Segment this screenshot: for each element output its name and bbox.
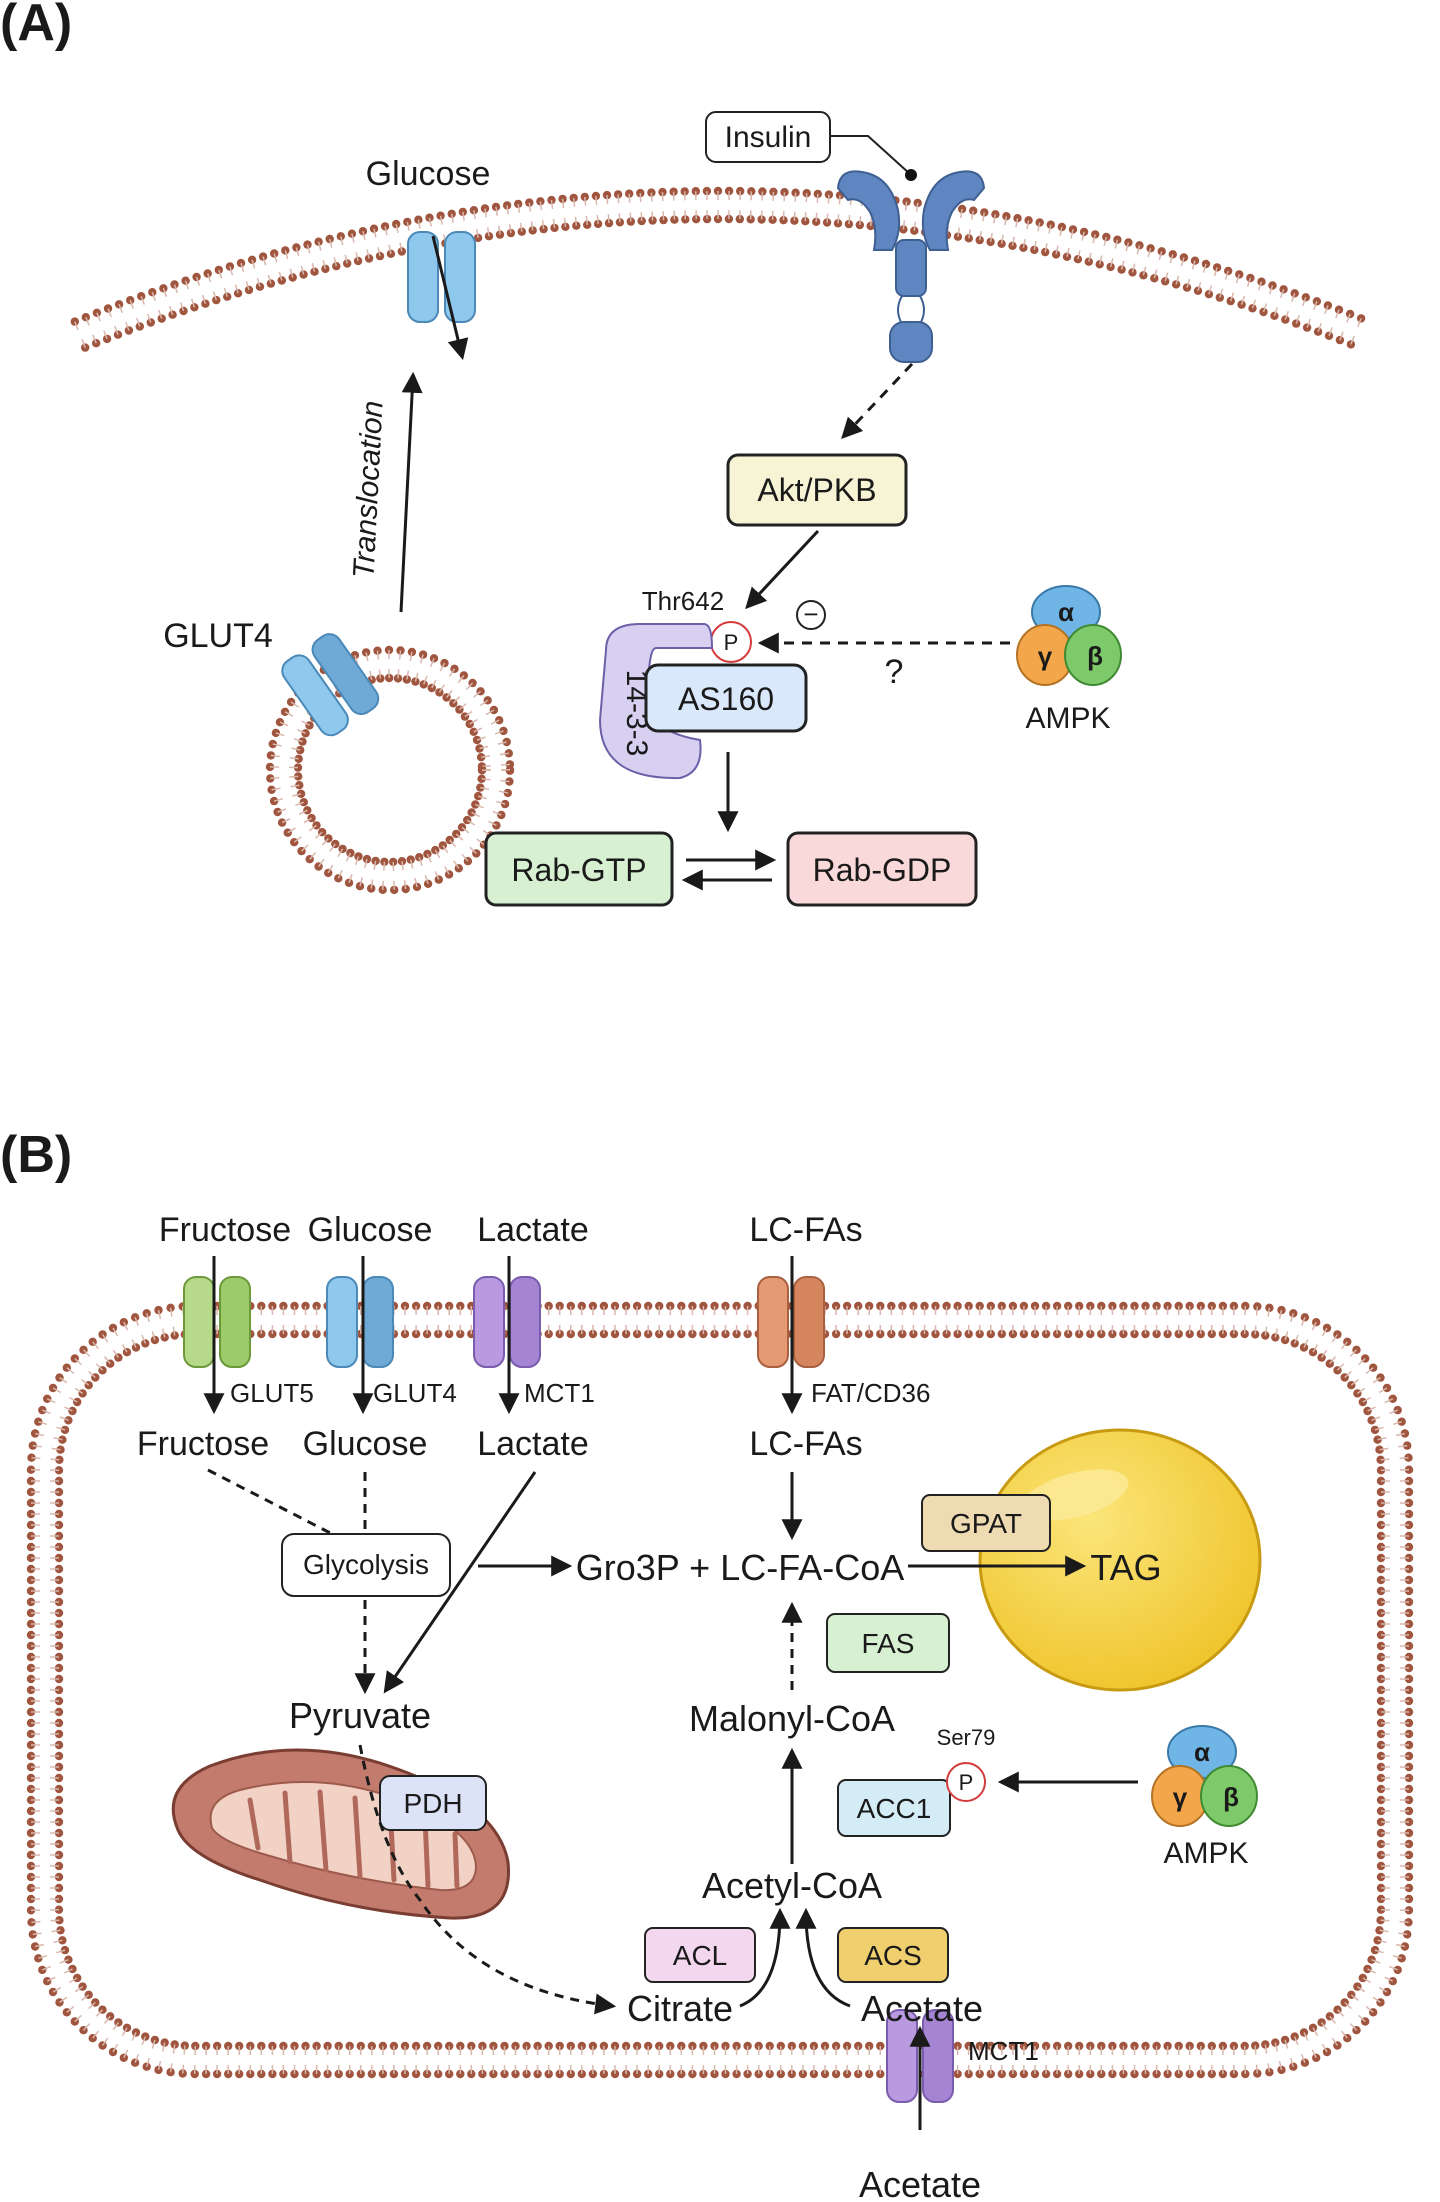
acs-box (837, 1927, 949, 1983)
vesicle-glut4-icon (281, 633, 380, 737)
mct1-label-top: MCT1 (524, 1378, 595, 1408)
glut4-label-a: GLUT4 (163, 617, 273, 655)
acetate-to-acetylcoa (795, 1907, 851, 2008)
rab-gdp-label: Rab-GDP (813, 852, 952, 888)
gro3p-label: Gro3P + LC-FA-CoA (576, 1547, 904, 1588)
pdh-label: PDH (403, 1788, 462, 1819)
gpat-box (921, 1494, 1051, 1552)
akt-box (726, 453, 908, 527)
lactate-inside: Lactate (477, 1425, 589, 1463)
phospho-site-b (946, 1762, 986, 1802)
insulin-label: Insulin (725, 121, 812, 154)
ampk-beta-a: β (1087, 641, 1103, 671)
lcfa-outside: LC-FAs (749, 1211, 862, 1249)
as160-label: AS160 (678, 681, 774, 717)
acl-label: ACL (673, 1940, 727, 1971)
pdh-box (379, 1775, 487, 1831)
translocation-arrow (399, 371, 423, 613)
ampk-complex-icon: α γ β (1016, 585, 1122, 686)
pyruvate-label: Pyruvate (289, 1695, 431, 1736)
glycolysis-box (281, 1533, 451, 1597)
akt-to-as160-arrow (745, 529, 820, 610)
ampk-complex-icon-b: α γ β (1151, 1725, 1258, 1827)
akt-label: Akt/PKB (757, 472, 876, 508)
glut5-label: GLUT5 (230, 1378, 314, 1408)
fat-cd36-transporter-icon (757, 1276, 825, 1368)
ampk-alpha-a: α (1058, 597, 1074, 627)
phospho-p-b: P (959, 1770, 974, 1795)
fructose-to-glycolysis (207, 1468, 341, 1540)
ampk-beta-b: β (1223, 1782, 1239, 1812)
glut5-transporter-icon (183, 1276, 251, 1368)
plasma-membrane-a (70, 186, 1366, 352)
rab-gdp-box (786, 831, 978, 907)
insulin-receptor-icon (836, 170, 986, 363)
phospho-p-a: P (724, 630, 739, 655)
citrate-label: Citrate (627, 1988, 733, 2029)
acetate-outside: Acetate (859, 2164, 981, 2202)
receptor-to-akt-arrow (841, 362, 914, 440)
mct1-label-bottom: MCT1 (968, 2036, 1039, 2066)
pyruvate-to-citrate (358, 1744, 617, 2015)
fructose-outside: Fructose (159, 1211, 291, 1249)
acetylcoa-label: Acetyl-CoA (702, 1865, 882, 1906)
rab-gtp-label: Rab-GTP (511, 852, 646, 888)
ser79-label: Ser79 (937, 1725, 996, 1750)
glucose-transporter-icon (407, 231, 476, 361)
fructose-inside: Fructose (137, 1425, 269, 1463)
ampk-alpha-b: α (1194, 1737, 1210, 1767)
fatcd36-label: FAT/CD36 (811, 1378, 930, 1408)
glucose-label-a: Glucose (366, 155, 491, 193)
acc1-box (837, 1779, 951, 1837)
panel-a-label: (A) (0, 0, 72, 52)
glut4-label-b: GLUT4 (373, 1378, 457, 1408)
insulin-dot (905, 169, 917, 181)
lactate-to-pyruvate (383, 1471, 537, 1694)
rab-gtp-box (484, 831, 674, 907)
minus-label: − (803, 599, 818, 629)
ampk-label-a: AMPK (1025, 702, 1110, 735)
acc1-label: ACC1 (857, 1793, 932, 1824)
glucose-outside: Glucose (308, 1211, 433, 1249)
ampk-gamma-a: γ (1038, 641, 1053, 671)
lactate-outside: Lactate (477, 1211, 589, 1249)
ampk-label-b: AMPK (1163, 1837, 1248, 1870)
fas-label: FAS (862, 1628, 915, 1659)
glut4-transporter-icon (326, 1276, 394, 1368)
acl-box (644, 1927, 756, 1983)
translocation-label: Translocation (347, 400, 389, 579)
tag-label: TAG (1090, 1547, 1161, 1588)
fas-box (826, 1613, 950, 1673)
insulin-pointer (830, 135, 911, 175)
citrate-to-acetylcoa (739, 1907, 791, 2008)
question-mark: ? (885, 653, 904, 691)
gpat-label: GPAT (950, 1508, 1022, 1539)
lipid-droplet-icon (978, 1428, 1262, 1692)
thr642-label: Thr642 (642, 586, 724, 616)
as160-box (644, 663, 808, 733)
lcfa-inside: LC-FAs (749, 1425, 862, 1463)
inhibition-sign (796, 600, 826, 630)
malonyl-label: Malonyl-CoA (689, 1698, 895, 1739)
mct1-transporter-icon (473, 1276, 541, 1368)
glucose-inside: Glucose (303, 1425, 428, 1463)
panel-b-label: (B) (0, 1126, 72, 1184)
acetate-inside: Acetate (861, 1988, 983, 2029)
glycolysis-label: Glycolysis (303, 1549, 429, 1580)
acs-label: ACS (864, 1940, 922, 1971)
ampk-gamma-b: γ (1173, 1782, 1188, 1812)
